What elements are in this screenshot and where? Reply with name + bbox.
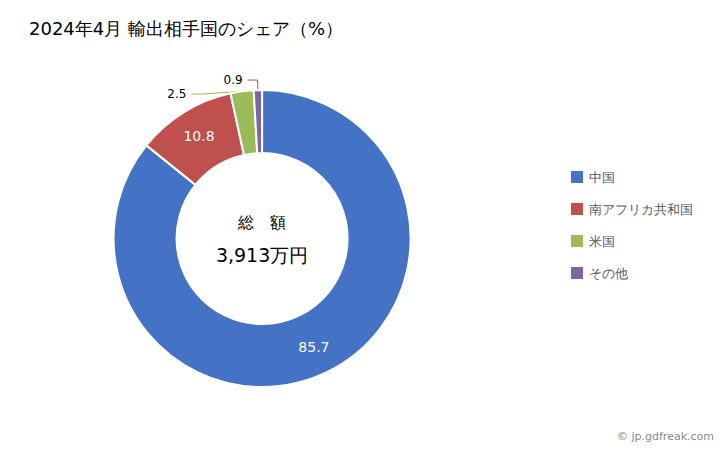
svg-text:85.7: 85.7 <box>298 339 329 355</box>
svg-text:その他: その他 <box>589 266 628 281</box>
svg-text:3,913万円: 3,913万円 <box>216 244 308 266</box>
svg-text:2.5: 2.5 <box>167 87 186 101</box>
svg-text:0.9: 0.9 <box>224 73 243 87</box>
svg-text:© jp.gdfreak.com: © jp.gdfreak.com <box>617 430 714 443</box>
svg-text:米国: 米国 <box>589 234 615 249</box>
svg-text:南アフリカ共和国: 南アフリカ共和国 <box>589 202 693 217</box>
svg-text:10.8: 10.8 <box>183 128 214 144</box>
svg-text:総 額: 総 額 <box>237 213 286 232</box>
svg-text:中国: 中国 <box>589 170 615 185</box>
svg-text:2024年4月 輸出相手国のシェア（%）: 2024年4月 輸出相手国のシェア（%） <box>29 18 343 39</box>
